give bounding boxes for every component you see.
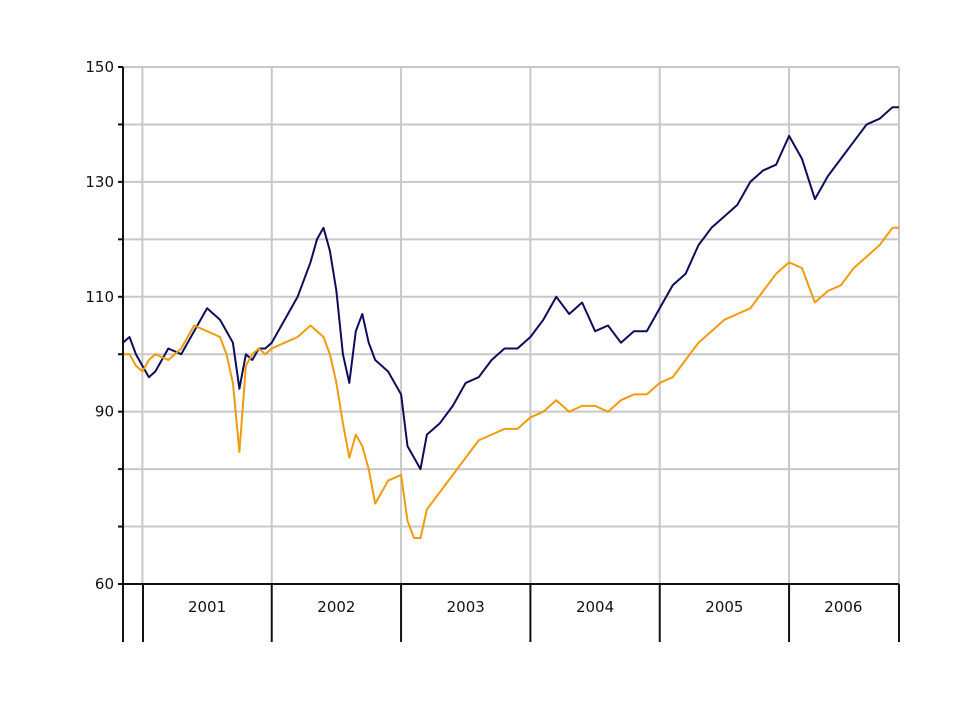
y-tick-label: 150 xyxy=(85,58,114,76)
grid xyxy=(123,66,900,584)
x-tick-label: 2006 xyxy=(824,598,862,616)
y-tick-label: 130 xyxy=(85,173,114,191)
x-tick-label: 2004 xyxy=(576,598,614,616)
y-tick-label: 60 xyxy=(95,575,114,593)
x-tick-label: 2005 xyxy=(705,598,743,616)
series-line-1 xyxy=(122,106,899,471)
tick-labels: 60 90 110 130 150 2001 2002 2003 2004 2005 2006 xyxy=(85,58,862,616)
x-tick-label: 2001 xyxy=(188,598,226,616)
series-group xyxy=(122,106,899,539)
y-tick-label: 110 xyxy=(85,288,114,306)
x-tick-label: 2003 xyxy=(447,598,485,616)
y-tick-label: 90 xyxy=(95,403,114,421)
axes xyxy=(118,66,900,642)
series-line-2 xyxy=(123,226,899,539)
x-tick-label: 2002 xyxy=(317,598,355,616)
